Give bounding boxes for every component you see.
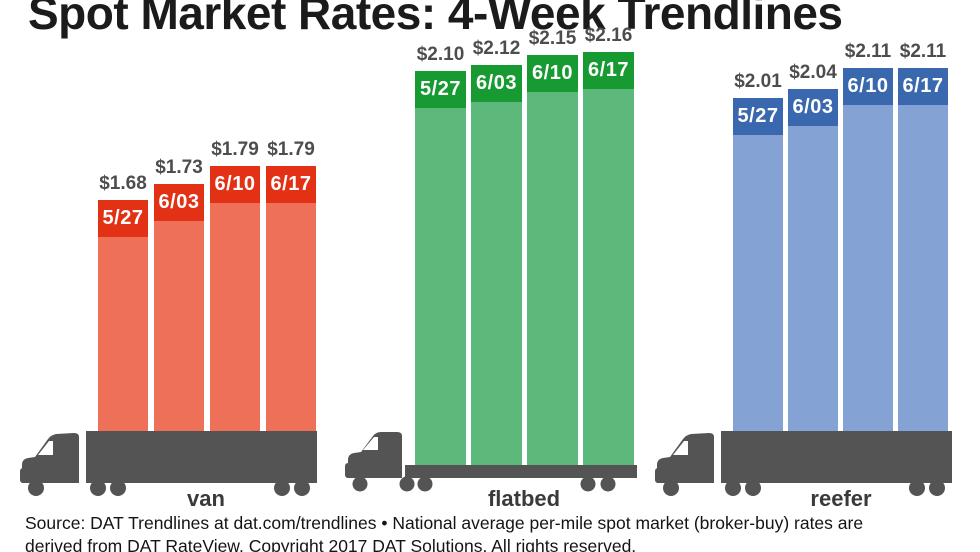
date-label: 6/10 bbox=[210, 166, 260, 203]
date-label: 5/27 bbox=[98, 200, 148, 237]
van-bar-6-03: 6/03 bbox=[154, 184, 204, 432]
group-label-reefer: reefer bbox=[810, 486, 872, 511]
date-label: 6/03 bbox=[154, 184, 204, 221]
value-label: $1.79 bbox=[267, 139, 315, 160]
date-label: 5/27 bbox=[733, 98, 783, 135]
group-label-van: van bbox=[187, 486, 225, 511]
value-label: $1.73 bbox=[155, 157, 203, 178]
date-label: 6/17 bbox=[898, 68, 948, 105]
flatbed-bar-5-27: 5/27 bbox=[415, 71, 466, 467]
value-label: $1.79 bbox=[211, 139, 259, 160]
flatbed-bar-6-17: 6/17 bbox=[583, 52, 634, 467]
flatbed-truck-icon bbox=[345, 432, 640, 495]
chart-title: Spot Market Rates: 4-Week Trendlines bbox=[28, 0, 843, 39]
flatbed-bar-6-10: 6/10 bbox=[527, 55, 578, 467]
value-label: $2.04 bbox=[789, 62, 837, 83]
value-label: $2.11 bbox=[844, 41, 892, 62]
van-truck-icon bbox=[20, 425, 320, 498]
value-label: $2.01 bbox=[734, 71, 782, 92]
reefer-bar-5-27: 5/27 bbox=[733, 98, 783, 432]
date-label: 6/03 bbox=[788, 89, 838, 126]
reefer-bar-6-03: 6/03 bbox=[788, 89, 838, 432]
value-label: $2.10 bbox=[416, 44, 465, 65]
reefer-bar-6-17: 6/17 bbox=[898, 68, 948, 432]
source-note-line1: Source: DAT Trendlines at dat.com/trendl… bbox=[25, 513, 864, 533]
date-label: 6/10 bbox=[527, 55, 578, 92]
value-label: $1.68 bbox=[99, 173, 147, 194]
date-label: 6/10 bbox=[843, 68, 893, 105]
value-label: $2.11 bbox=[899, 41, 947, 62]
value-label: $2.16 bbox=[584, 25, 633, 46]
date-label: 6/03 bbox=[471, 65, 522, 102]
reefer-bar-6-10: 6/10 bbox=[843, 68, 893, 432]
date-label: 5/27 bbox=[415, 71, 466, 108]
source-note-line2: derived from DAT RateView. Copyright 201… bbox=[25, 535, 637, 552]
group-label-flatbed: flatbed bbox=[487, 486, 561, 511]
source-note: Source: DAT Trendlines at dat.com/trendl… bbox=[25, 512, 975, 552]
van-bar-6-17: 6/17 bbox=[266, 166, 316, 432]
reefer-truck-icon bbox=[655, 425, 955, 498]
van-bar-5-27: 5/27 bbox=[98, 200, 148, 432]
value-label: $2.12 bbox=[472, 38, 521, 59]
flatbed-bar-6-03: 6/03 bbox=[471, 65, 522, 467]
date-label: 6/17 bbox=[266, 166, 316, 203]
value-label: $2.15 bbox=[528, 28, 577, 49]
date-label: 6/17 bbox=[583, 52, 634, 89]
van-bar-6-10: 6/10 bbox=[210, 166, 260, 432]
